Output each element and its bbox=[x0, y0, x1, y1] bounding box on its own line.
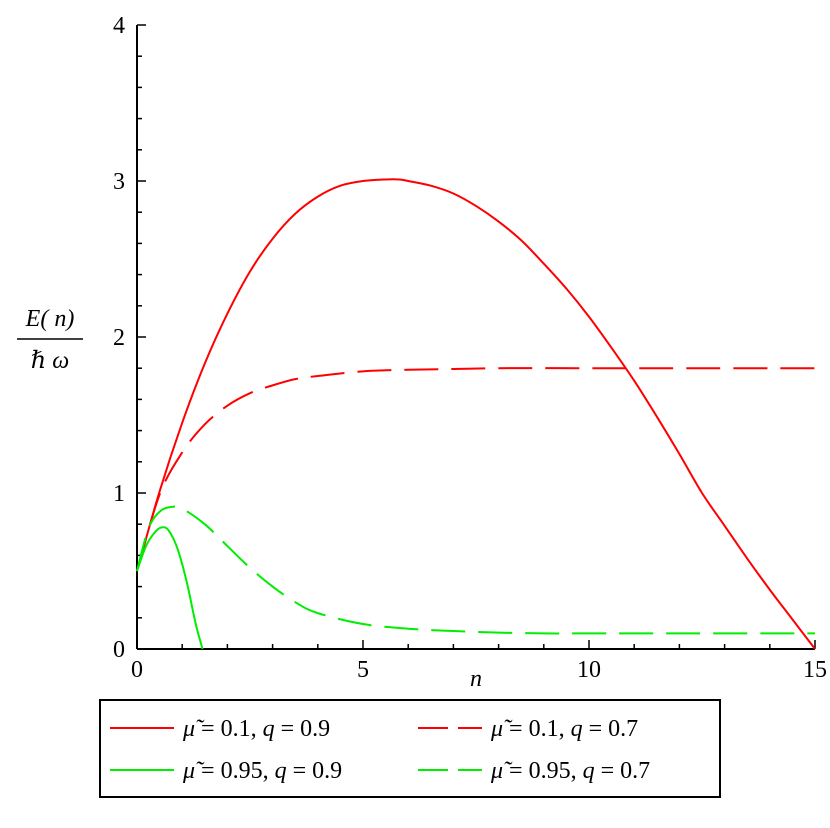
y-axis-label-denominator: ℏ ω bbox=[31, 348, 69, 374]
y-tick-label: 3 bbox=[113, 169, 125, 195]
series-line-2 bbox=[136, 367, 815, 572]
x-tick-label: 10 bbox=[577, 657, 601, 683]
series-line-4 bbox=[136, 505, 815, 635]
y-tick-label: 2 bbox=[113, 325, 125, 351]
series-layer bbox=[136, 178, 816, 650]
legend-item-4: μ̃ = 0.95, q = 0.7 bbox=[418, 758, 650, 784]
y-tick-label: 4 bbox=[113, 13, 125, 39]
series-line-3 bbox=[136, 526, 204, 650]
x-tick-label: 5 bbox=[357, 657, 369, 683]
y-tick-label: 0 bbox=[113, 637, 125, 663]
legend-label: μ̃ = 0.95, q = 0.9 bbox=[182, 758, 342, 784]
legend-label: μ̃ = 0.1, q = 0.9 bbox=[182, 716, 330, 742]
legend-items: μ̃ = 0.1, q = 0.9 μ̃ = 0.1, q = 0.7 μ̃ = 0… bbox=[110, 716, 650, 784]
legend-item-2: μ̃ = 0.1, q = 0.7 bbox=[418, 716, 638, 742]
axes-layer: 0 5 10 15 0 1 2 3 4 bbox=[113, 13, 827, 683]
legend-box bbox=[99, 699, 721, 798]
x-axis-label: n bbox=[470, 666, 482, 692]
y-tick-label: 1 bbox=[113, 481, 125, 507]
legend: μ̃ = 0.1, q = 0.9 μ̃ = 0.1, q = 0.7 μ̃ = 0… bbox=[99, 699, 721, 798]
y-axis-label-numerator: E( n) bbox=[25, 306, 75, 332]
series-line-1 bbox=[136, 178, 816, 650]
x-tick-label: 0 bbox=[131, 657, 143, 683]
legend-label: μ̃ = 0.1, q = 0.7 bbox=[490, 716, 638, 742]
x-tick-label: 15 bbox=[803, 657, 827, 683]
legend-item-3: μ̃ = 0.95, q = 0.9 bbox=[110, 758, 342, 784]
legend-item-1: μ̃ = 0.1, q = 0.9 bbox=[110, 716, 330, 742]
legend-label: μ̃ = 0.95, q = 0.7 bbox=[490, 758, 650, 784]
